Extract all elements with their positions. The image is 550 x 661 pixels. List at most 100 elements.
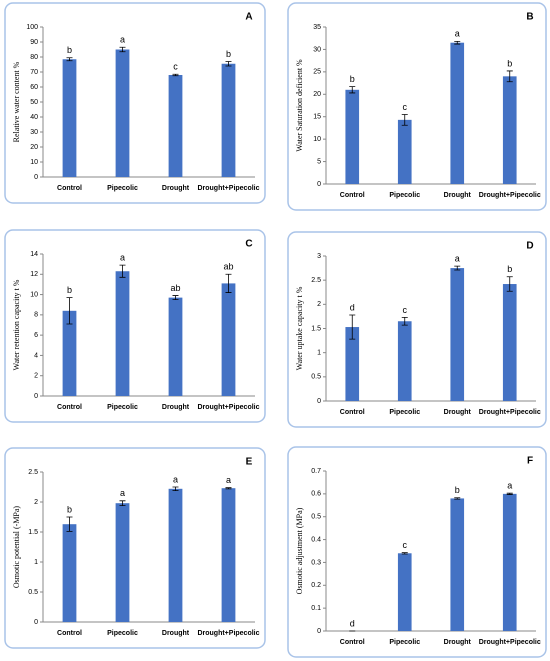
error-bar: [506, 276, 513, 292]
panel-label: D: [526, 241, 533, 252]
bar: [397, 321, 412, 401]
significance-letter: a: [455, 29, 460, 39]
significance-letter: b: [455, 485, 460, 495]
significance-letter: a: [120, 35, 125, 45]
x-tick-label: Drought: [162, 630, 190, 637]
y-tick-label: 2: [34, 373, 38, 380]
y-tick-label: 0.6: [311, 491, 321, 498]
error-bar: [349, 314, 356, 340]
bar: [115, 271, 130, 396]
x-tick-label: Drought: [162, 185, 190, 192]
panel-frame: [287, 446, 547, 658]
bar: [502, 284, 517, 401]
bar: [115, 49, 130, 177]
x-tick-label: Control: [57, 185, 82, 192]
y-tick-label: 0: [34, 174, 38, 181]
x-tick-label: Drought: [162, 404, 190, 411]
y-tick-label: 2: [317, 301, 321, 308]
bar: [450, 42, 465, 185]
x-tick-label: Drought: [444, 409, 472, 416]
bar: [115, 503, 130, 622]
error-bar: [225, 61, 232, 67]
y-axis-label: Relative water content %: [12, 61, 21, 142]
y-tick-label: 1.5: [28, 529, 38, 536]
error-bar: [225, 273, 232, 293]
error-bar: [454, 40, 461, 45]
x-tick-label: Pipecolic: [389, 409, 420, 416]
y-axis-label: Osmotic potential (-MPa): [12, 506, 21, 589]
y-tick-label: 2.5: [311, 277, 321, 284]
y-tick-label: 0.3: [311, 559, 321, 566]
x-tick-label: Drought: [444, 639, 472, 646]
significance-letter: b: [350, 74, 355, 84]
significance-letter: a: [120, 488, 125, 498]
bar: [502, 76, 517, 184]
y-tick-label: 10: [30, 291, 38, 298]
y-tick-label: 20: [313, 91, 321, 98]
significance-letter: a: [173, 474, 178, 484]
x-tick-label: Control: [57, 404, 82, 411]
significance-letter: b: [67, 45, 72, 55]
error-bar: [119, 500, 126, 506]
x-tick-label: Drought+Pipecolic: [197, 404, 259, 411]
panel-label: C: [245, 239, 252, 250]
y-tick-label: 4: [34, 352, 38, 359]
y-tick-label: 15: [313, 114, 321, 121]
bar: [450, 498, 465, 631]
error-bar: [172, 486, 179, 491]
bar: [397, 553, 412, 631]
y-tick-label: 30: [30, 129, 38, 136]
y-tick-label: 10: [30, 159, 38, 166]
bar: [62, 59, 77, 177]
significance-letter: a: [226, 475, 231, 485]
error-bar: [401, 552, 408, 555]
y-tick-label: 6: [34, 332, 38, 339]
y-tick-label: 20: [30, 144, 38, 151]
x-tick-label: Pipecolic: [107, 185, 138, 192]
y-tick-label: 0.4: [311, 536, 321, 543]
error-bar: [401, 316, 408, 326]
bar: [62, 310, 77, 396]
y-tick-label: 60: [30, 84, 38, 91]
y-axis-label: Water uptake capacity t %: [295, 286, 304, 370]
bar: [397, 119, 412, 184]
y-tick-label: 25: [313, 69, 321, 76]
y-tick-label: 10: [313, 136, 321, 143]
y-tick-label: 90: [30, 39, 38, 46]
bar: [345, 89, 360, 184]
x-tick-label: Pipecolic: [389, 192, 420, 199]
significance-letter: a: [507, 481, 512, 491]
y-tick-label: 80: [30, 54, 38, 61]
y-tick-label: 2: [34, 499, 38, 506]
y-tick-label: 0.5: [28, 589, 38, 596]
x-tick-label: Drought+Pipecolic: [197, 185, 259, 192]
significance-letter: d: [350, 618, 355, 628]
x-tick-label: Control: [340, 192, 365, 199]
significance-letter: c: [173, 62, 178, 72]
significance-letter: ab: [170, 283, 180, 293]
x-tick-label: Control: [57, 630, 82, 637]
error-bar: [66, 516, 73, 532]
y-tick-label: 0: [317, 628, 321, 635]
error-bar: [172, 73, 179, 77]
x-tick-label: Pipecolic: [107, 404, 138, 411]
bar: [221, 63, 236, 177]
y-axis-label: Osmotic adjustment (MPa): [295, 507, 304, 594]
significance-letter: a: [455, 254, 460, 264]
y-tick-label: 100: [26, 24, 38, 31]
bar: [450, 268, 465, 401]
error-bar: [506, 492, 513, 495]
bar: [345, 327, 360, 401]
significance-letter: c: [403, 540, 408, 550]
significance-letter: b: [507, 58, 512, 68]
y-tick-label: 0: [34, 393, 38, 400]
significance-letter: b: [507, 264, 512, 274]
y-tick-label: 50: [30, 99, 38, 106]
error-bar: [66, 57, 73, 62]
y-tick-label: 1.5: [311, 325, 321, 332]
error-bar: [349, 86, 356, 94]
significance-letter: d: [350, 302, 355, 312]
y-tick-label: 35: [313, 24, 321, 31]
y-tick-label: 0.2: [311, 582, 321, 589]
